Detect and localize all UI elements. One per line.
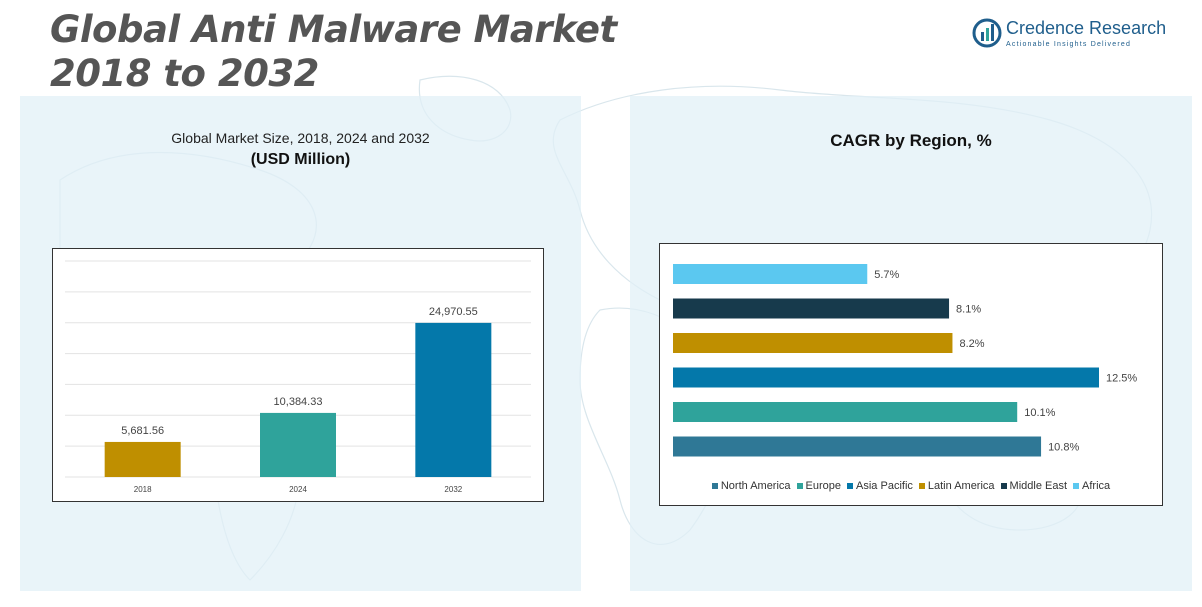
legend-label: Latin America [927, 480, 995, 492]
data-label-latin-america: 8.2% [959, 338, 984, 350]
legend-label: Asia Pacific [856, 480, 913, 492]
market-size-chart: 5,681.56 2018 10,384.33 2024 24,970.55 2032 [52, 248, 544, 502]
legend-label: North America [720, 480, 791, 492]
cagr-chart-svg: 5.7% 8.1% 8.2% 12.5% 10.1% 10.8% [673, 264, 1137, 457]
legend-swatch [918, 483, 925, 490]
legend-entry-latin-america: Latin America [918, 480, 995, 492]
market-size-unit: (USD Million) [250, 151, 351, 168]
tick-label-2018: 2018 [134, 485, 152, 494]
data-label-europe: 10.1% [1024, 407, 1055, 419]
bar-chart-circle-icon [972, 18, 1002, 48]
legend-swatch [1073, 483, 1080, 490]
bar-north-america [673, 436, 1042, 457]
cagr-chart: 5.7% 8.1% 8.2% 12.5% 10.1% 10.8% North Americ… [659, 243, 1163, 506]
data-label-2032: 24,970.55 [429, 306, 478, 318]
page-title-line2: 2018 to 2032 [50, 52, 319, 95]
legend-swatch [796, 483, 803, 490]
brand-name: Credence Research [1006, 18, 1167, 38]
legend-swatch [847, 483, 854, 490]
legend-label: Europe [805, 480, 842, 492]
bar-2018 [104, 441, 181, 477]
bar-2032 [415, 322, 492, 477]
bar-latin-america [673, 333, 953, 353]
data-label-asia-pacific: 12.5% [1106, 373, 1137, 385]
data-label-2024: 10,384.33 [274, 396, 323, 408]
market-size-chart-svg: 5,681.56 2018 10,384.33 2024 24,970.55 2032 [65, 260, 531, 494]
legend-swatch [711, 483, 718, 490]
cagr-title: CAGR by Region, % [830, 131, 992, 150]
legend-label: Africa [1082, 480, 1111, 492]
page-title: Global Anti Malware Market 2018 to 2032 [50, 8, 617, 96]
bar-2024 [260, 412, 336, 477]
cagr-legend: North America Europe Asia Pacific Latin Ame… [660, 480, 1162, 492]
legend-entry-north-america: North America [711, 480, 791, 492]
bar-africa [673, 264, 868, 284]
tick-label-2032: 2032 [444, 485, 462, 494]
data-label-africa: 5.7% [874, 269, 899, 281]
legend-entry-middle-east: Middle East [1000, 480, 1068, 492]
data-label-middle-east: 8.1% [956, 304, 981, 316]
brand-tagline: Actionable Insights Delivered [1006, 41, 1132, 48]
brand-logo: Credence Research Actionable Insights De… [972, 16, 1172, 56]
legend-entry-africa: Africa [1073, 480, 1110, 492]
page-title-line1: Global Anti Malware Market [50, 8, 617, 51]
legend-entry-asia-pacific: Asia Pacific [847, 480, 913, 492]
data-label-north-america: 10.8% [1048, 442, 1079, 454]
market-size-subtitle: Global Market Size, 2018, 2024 and 2032 [171, 130, 430, 146]
bar-asia-pacific [673, 367, 1099, 388]
bar-middle-east [673, 298, 950, 319]
data-label-2018: 5,681.56 [121, 425, 164, 437]
legend-label: Middle East [1009, 480, 1068, 492]
legend-swatch [1000, 483, 1007, 490]
tick-label-2024: 2024 [289, 485, 307, 494]
legend-entry-europe: Europe [796, 480, 842, 492]
bar-europe [673, 402, 1018, 422]
